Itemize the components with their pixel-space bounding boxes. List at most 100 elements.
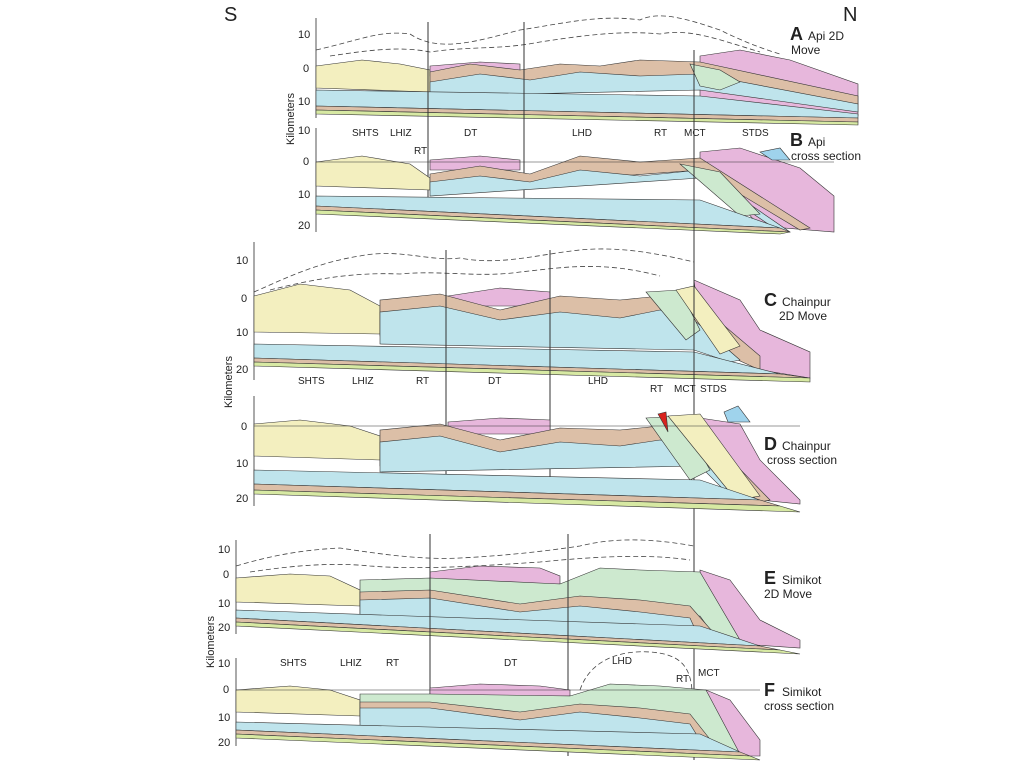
tick-label: 10 <box>218 658 230 670</box>
tick-label: 0 <box>303 63 309 75</box>
eroded-section-outline <box>579 651 693 691</box>
klippe-outcrop <box>723 405 751 423</box>
sub-thrust-zone <box>235 685 361 717</box>
green-unit <box>645 289 701 341</box>
tick-label: 10 <box>218 598 230 610</box>
basement-layer <box>315 209 791 235</box>
basement-layer <box>235 621 801 655</box>
zone-label: RT <box>386 658 399 669</box>
tick-label: 20 <box>298 220 310 232</box>
tick-label: 10 <box>236 327 248 339</box>
panel-a: 10 0 10 A Api 2D Move <box>298 15 859 212</box>
pink-unit <box>429 155 521 171</box>
panel-letter: E <box>764 568 776 588</box>
tick-label: 0 <box>241 293 247 305</box>
eroded-section-outline <box>235 539 695 567</box>
panel-letter: D <box>764 434 777 454</box>
tick-label: 0 <box>223 684 229 696</box>
panel-title: Api 2D <box>808 29 844 43</box>
panel-title: cross section <box>767 453 837 467</box>
zone-label: LHIZ <box>390 128 412 139</box>
panel-letter: A <box>790 24 803 44</box>
panel-d: 0 10 20 Kilometers SHTS LHIZ RT DT LHD R… <box>223 356 837 513</box>
sub-thrust-zone <box>315 155 431 191</box>
tick-label: 10 <box>298 29 310 41</box>
zone-label: RT <box>654 128 667 139</box>
panel-c: 10 0 10 20 C Chainpur 2D Move <box>236 50 831 760</box>
south-label: S <box>224 4 237 26</box>
basement-layer <box>315 109 859 126</box>
basement-layer <box>235 733 761 761</box>
mct-yellow-sheet <box>675 285 741 355</box>
zone-label: LHD <box>612 656 632 667</box>
panel-title: Api <box>808 135 825 149</box>
zone-label: RT <box>676 674 689 685</box>
zone-label: MCT <box>684 128 706 139</box>
basement-layer <box>253 361 811 383</box>
zone-label: SHTS <box>280 658 307 669</box>
axis-title: Kilometers <box>285 93 297 145</box>
eroded-section-outline <box>329 32 761 57</box>
panel-letter: F <box>764 680 775 700</box>
zone-label: DT <box>464 128 477 139</box>
green-unit <box>689 63 741 91</box>
tick-label: 10 <box>236 255 248 267</box>
panel-title: Chainpur <box>782 295 831 309</box>
tick-label: 10 <box>298 96 310 108</box>
zone-label: RT <box>650 384 663 395</box>
green-unit <box>678 163 761 217</box>
tick-label: 10 <box>218 712 230 724</box>
panel-title: Simikot <box>782 685 822 699</box>
panel-e: 10 0 10 20 E Simikot 2D Move <box>218 534 822 756</box>
eroded-section-outline <box>253 248 695 293</box>
axis-title: Kilometers <box>205 616 217 668</box>
zone-label: LHD <box>572 128 592 139</box>
tick-label: 10 <box>218 544 230 556</box>
zone-label: STDS <box>742 128 769 139</box>
panel-letter: C <box>764 290 777 310</box>
axis-title: Kilometers <box>223 356 235 408</box>
eroded-section-outline <box>269 266 661 291</box>
north-label: N <box>843 4 857 26</box>
tick-label: 20 <box>236 364 248 376</box>
tick-label: 10 <box>298 189 310 201</box>
zone-label: DT <box>488 376 501 387</box>
tick-label: 10 <box>298 125 310 137</box>
zone-label: RT <box>414 146 427 157</box>
panel-title: 2D Move <box>764 587 812 601</box>
zone-label: LHD <box>588 376 608 387</box>
zone-label: STDS <box>700 384 727 395</box>
basement-layer <box>253 489 801 513</box>
tick-label: 20 <box>218 737 230 749</box>
zone-label: LHIZ <box>352 376 374 387</box>
tick-label: 10 <box>236 458 248 470</box>
sub-thrust-zone <box>253 283 381 335</box>
tick-label: 0 <box>223 569 229 581</box>
tick-label: 20 <box>236 493 248 505</box>
tick-label: 0 <box>303 156 309 168</box>
tick-label: 0 <box>241 421 247 433</box>
panel-title: Chainpur <box>782 439 831 453</box>
zone-label: MCT <box>674 384 696 395</box>
sub-thrust-zone <box>315 59 431 93</box>
panel-f: 10 0 10 20 Kilometers SHTS LHIZ RT DT LH… <box>205 616 834 761</box>
sub-thrust-zone <box>235 573 361 607</box>
klippe-outcrop <box>759 147 791 161</box>
zone-label: MCT <box>698 668 720 679</box>
red-thrust-sheet <box>657 411 669 433</box>
zone-label: SHTS <box>298 376 325 387</box>
panel-title: Move <box>791 43 821 57</box>
panel-title: 2D Move <box>779 309 827 323</box>
zone-label: LHIZ <box>340 658 362 669</box>
zone-label: RT <box>416 376 429 387</box>
panel-title: Simikot <box>782 573 822 587</box>
panel-title: cross section <box>764 699 834 713</box>
eroded-section-outline <box>315 15 781 55</box>
panel-b: 10 0 10 20 Kilometers SHTS LHIZ RT DT LH… <box>285 93 861 235</box>
zone-label: DT <box>504 658 517 669</box>
mct-yellow-sheet <box>667 413 761 501</box>
basement-layer <box>315 89 859 119</box>
panel-letter: B <box>790 130 803 150</box>
tick-label: 20 <box>218 622 230 634</box>
